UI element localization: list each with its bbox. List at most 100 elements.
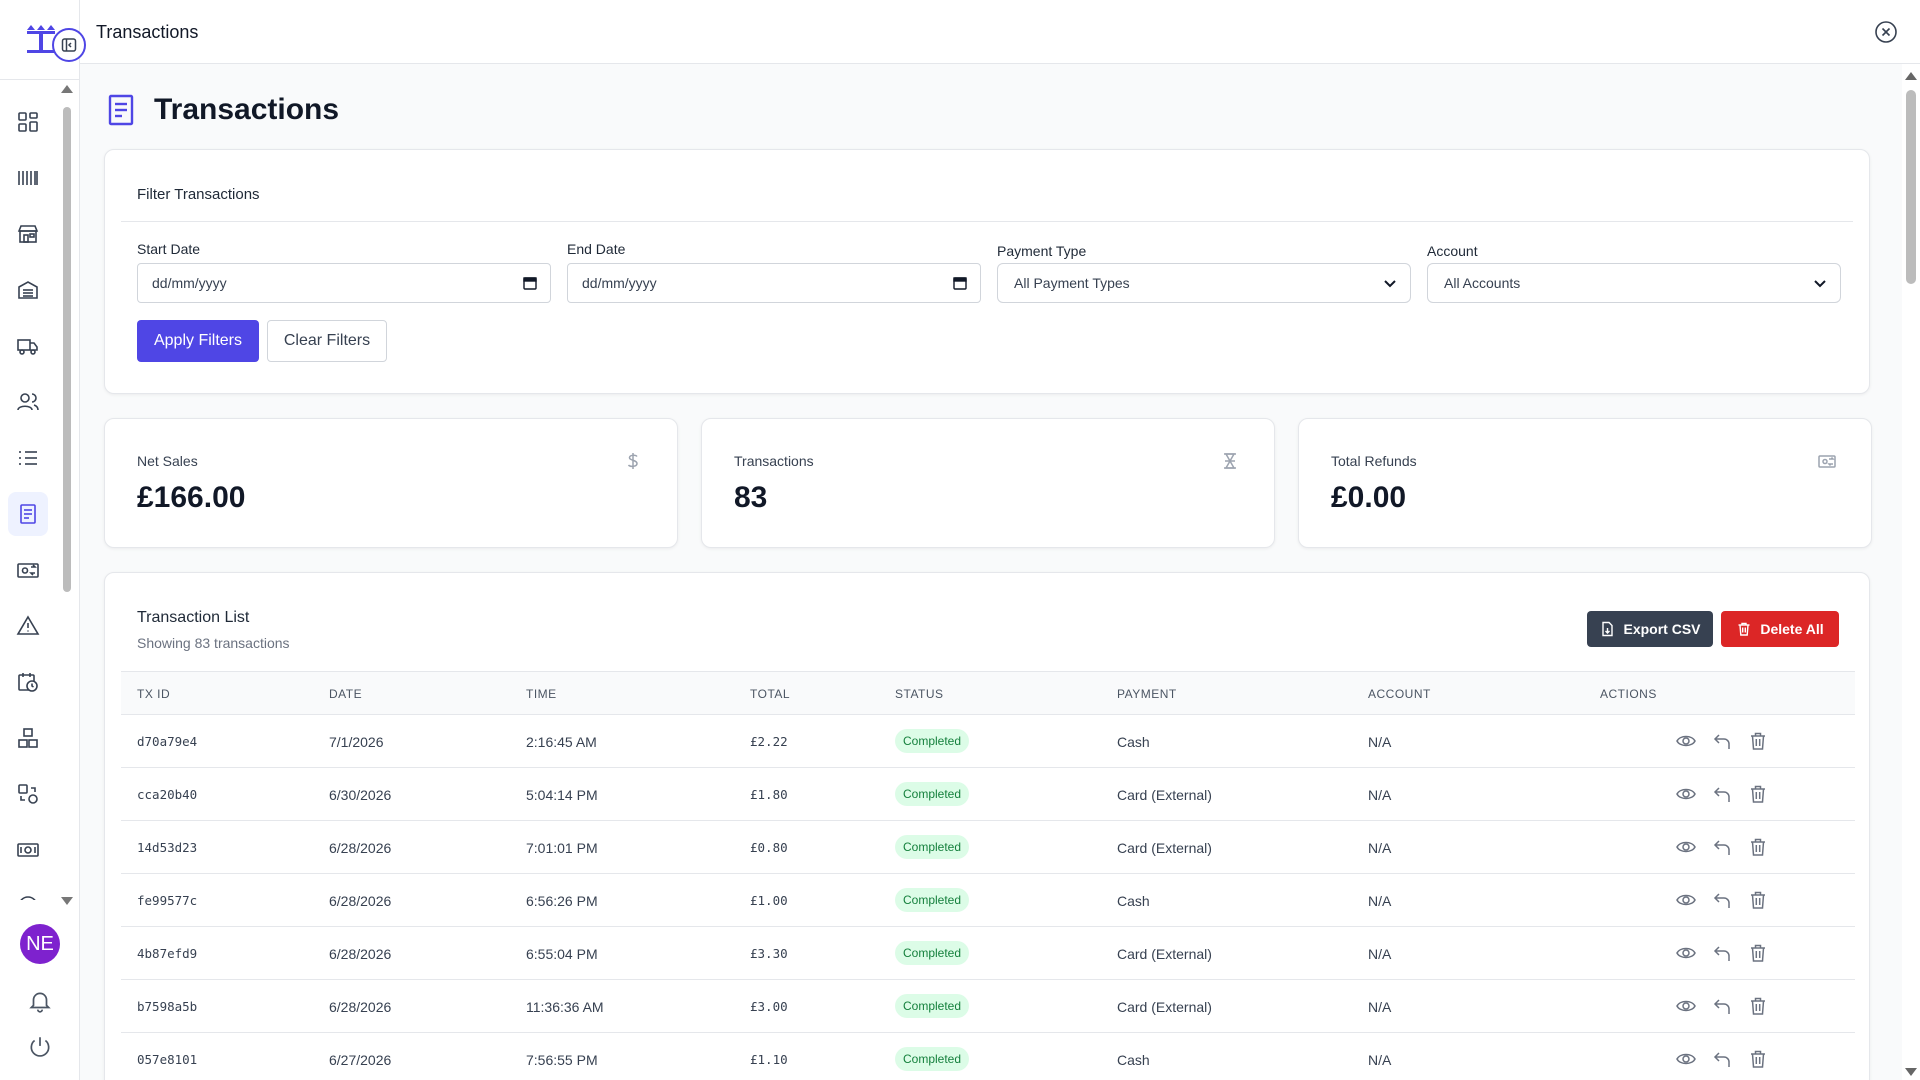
view-icon[interactable]	[1675, 836, 1697, 858]
delete-trash-icon[interactable]	[1747, 1048, 1769, 1070]
cell-total: £1.10	[750, 1052, 788, 1067]
sidebar-item-store[interactable]	[8, 212, 48, 256]
view-icon[interactable]	[1675, 942, 1697, 964]
clear-filters-button[interactable]: Clear Filters	[267, 320, 387, 362]
cell-date: 6/28/2026	[329, 946, 392, 962]
sidebar-scroll-thumb[interactable]	[63, 107, 71, 592]
cell-payment: Cash	[1117, 734, 1150, 750]
calendar-icon[interactable]	[952, 275, 968, 291]
stat-value: £166.00	[137, 481, 246, 514]
sidebar-item-refunds[interactable]	[8, 548, 48, 592]
refund-icon	[17, 563, 39, 578]
export-csv-label: Export CSV	[1623, 621, 1701, 637]
sidebar-item-products[interactable]	[8, 156, 48, 200]
start-date-placeholder: dd/mm/yyyy	[152, 275, 227, 291]
refund-undo-icon[interactable]	[1711, 1048, 1733, 1070]
chevron-down-icon	[1384, 280, 1396, 288]
delete-trash-icon[interactable]	[1747, 730, 1769, 752]
clock-icon	[20, 896, 36, 900]
sidebar-item-dashboard[interactable]	[8, 100, 48, 144]
refund-undo-icon[interactable]	[1711, 783, 1733, 805]
sidebar-scrollbar[interactable]	[60, 85, 74, 905]
cell-date: 6/28/2026	[329, 893, 392, 909]
calendar-clock-icon	[18, 673, 38, 692]
column-header-date[interactable]: DATE	[329, 687, 363, 701]
transaction-list-title: Transaction List	[137, 609, 250, 626]
column-header-total[interactable]: TOTAL	[750, 687, 791, 701]
account-value: All Accounts	[1444, 275, 1521, 291]
cell-date: 6/28/2026	[329, 840, 392, 856]
sidebar-item-deliveries[interactable]	[8, 324, 48, 368]
bell-icon[interactable]	[27, 988, 53, 1014]
view-icon[interactable]	[1675, 995, 1697, 1017]
avatar[interactable]: NE	[20, 924, 60, 964]
column-header-time[interactable]: TIME	[526, 687, 557, 701]
sidebar-item-orders[interactable]	[8, 436, 48, 480]
delete-trash-icon[interactable]	[1747, 889, 1769, 911]
sidebar-item-transactions[interactable]	[8, 492, 48, 536]
scroll-down-arrow-icon[interactable]	[61, 897, 73, 905]
payment-type-select[interactable]: All Payment Types	[997, 263, 1411, 303]
receipt-icon	[20, 504, 36, 524]
view-icon[interactable]	[1675, 1048, 1697, 1070]
transaction-list-card: Transaction List Showing 83 transactions…	[104, 572, 1870, 1080]
sidebar-item-inventory[interactable]	[8, 716, 48, 760]
transaction-count-text: Showing 83 transactions	[137, 635, 290, 651]
refund-undo-icon[interactable]	[1711, 995, 1733, 1017]
sidebar-collapse-button[interactable]	[52, 28, 86, 62]
refund-undo-icon[interactable]	[1711, 730, 1733, 752]
sidebar-item-history[interactable]	[8, 884, 48, 900]
sidebar-item-warehouse[interactable]	[8, 268, 48, 312]
delete-trash-icon[interactable]	[1747, 836, 1769, 858]
main-content: Transactions Filter Transactions Start D…	[80, 64, 1902, 1080]
cell-total: £3.00	[750, 999, 788, 1014]
end-date-placeholder: dd/mm/yyyy	[582, 275, 657, 291]
status-badge: Completed	[895, 1047, 970, 1071]
sidebar-item-payments[interactable]	[8, 828, 48, 872]
delete-trash-icon[interactable]	[1747, 995, 1769, 1017]
cell-payment: Cash	[1117, 1052, 1150, 1068]
cell-payment: Card (External)	[1117, 840, 1212, 856]
delete-all-button[interactable]: Delete All	[1721, 611, 1839, 647]
table-row: 4b87efd9 6/28/2026 6:55:04 PM £3.30 Card (Ex…	[121, 927, 1855, 980]
sidebar-item-alerts[interactable]	[8, 604, 48, 648]
apply-filters-button[interactable]: Apply Filters	[137, 320, 259, 362]
delete-trash-icon[interactable]	[1747, 783, 1769, 805]
calendar-icon[interactable]	[522, 275, 538, 291]
sidebar-item-customers[interactable]	[8, 380, 48, 424]
status-badge: Completed	[895, 994, 970, 1018]
column-header-account[interactable]: ACCOUNT	[1368, 687, 1431, 701]
column-header-tx-id[interactable]: TX ID	[137, 687, 171, 701]
sidebar-item-transfers[interactable]	[8, 772, 48, 816]
close-icon[interactable]	[1874, 20, 1898, 44]
scroll-down-arrow-icon[interactable]	[1905, 1068, 1917, 1076]
main-scrollbar[interactable]	[1902, 64, 1920, 1080]
page-title: Transactions	[154, 93, 340, 126]
power-icon[interactable]	[27, 1034, 53, 1060]
view-icon[interactable]	[1675, 783, 1697, 805]
refund-undo-icon[interactable]	[1711, 942, 1733, 964]
column-header-status[interactable]: STATUS	[895, 687, 944, 701]
cell-payment: Card (External)	[1117, 787, 1212, 803]
scroll-up-arrow-icon[interactable]	[61, 85, 73, 93]
end-date-label: End Date	[567, 241, 626, 257]
status-badge: Completed	[895, 835, 970, 859]
end-date-input[interactable]: dd/mm/yyyy	[567, 263, 981, 303]
refund-undo-icon[interactable]	[1711, 889, 1733, 911]
account-select[interactable]: All Accounts	[1427, 263, 1841, 303]
view-icon[interactable]	[1675, 730, 1697, 752]
delete-trash-icon[interactable]	[1747, 942, 1769, 964]
sidebar-toggle-icon	[61, 38, 77, 52]
scroll-up-arrow-icon[interactable]	[1905, 72, 1917, 80]
column-header-payment[interactable]: PAYMENT	[1117, 687, 1177, 701]
payment-type-value: All Payment Types	[1014, 275, 1130, 291]
refund-undo-icon[interactable]	[1711, 836, 1733, 858]
start-date-input[interactable]: dd/mm/yyyy	[137, 263, 551, 303]
cell-tx-id: fe99577c	[137, 893, 198, 908]
view-icon[interactable]	[1675, 889, 1697, 911]
sidebar-item-schedule[interactable]	[8, 660, 48, 704]
main-scroll-thumb[interactable]	[1906, 90, 1916, 284]
truck-icon	[17, 339, 38, 355]
transactions-card: Transactions 83	[701, 418, 1275, 548]
export-csv-button[interactable]: Export CSV	[1587, 611, 1713, 647]
